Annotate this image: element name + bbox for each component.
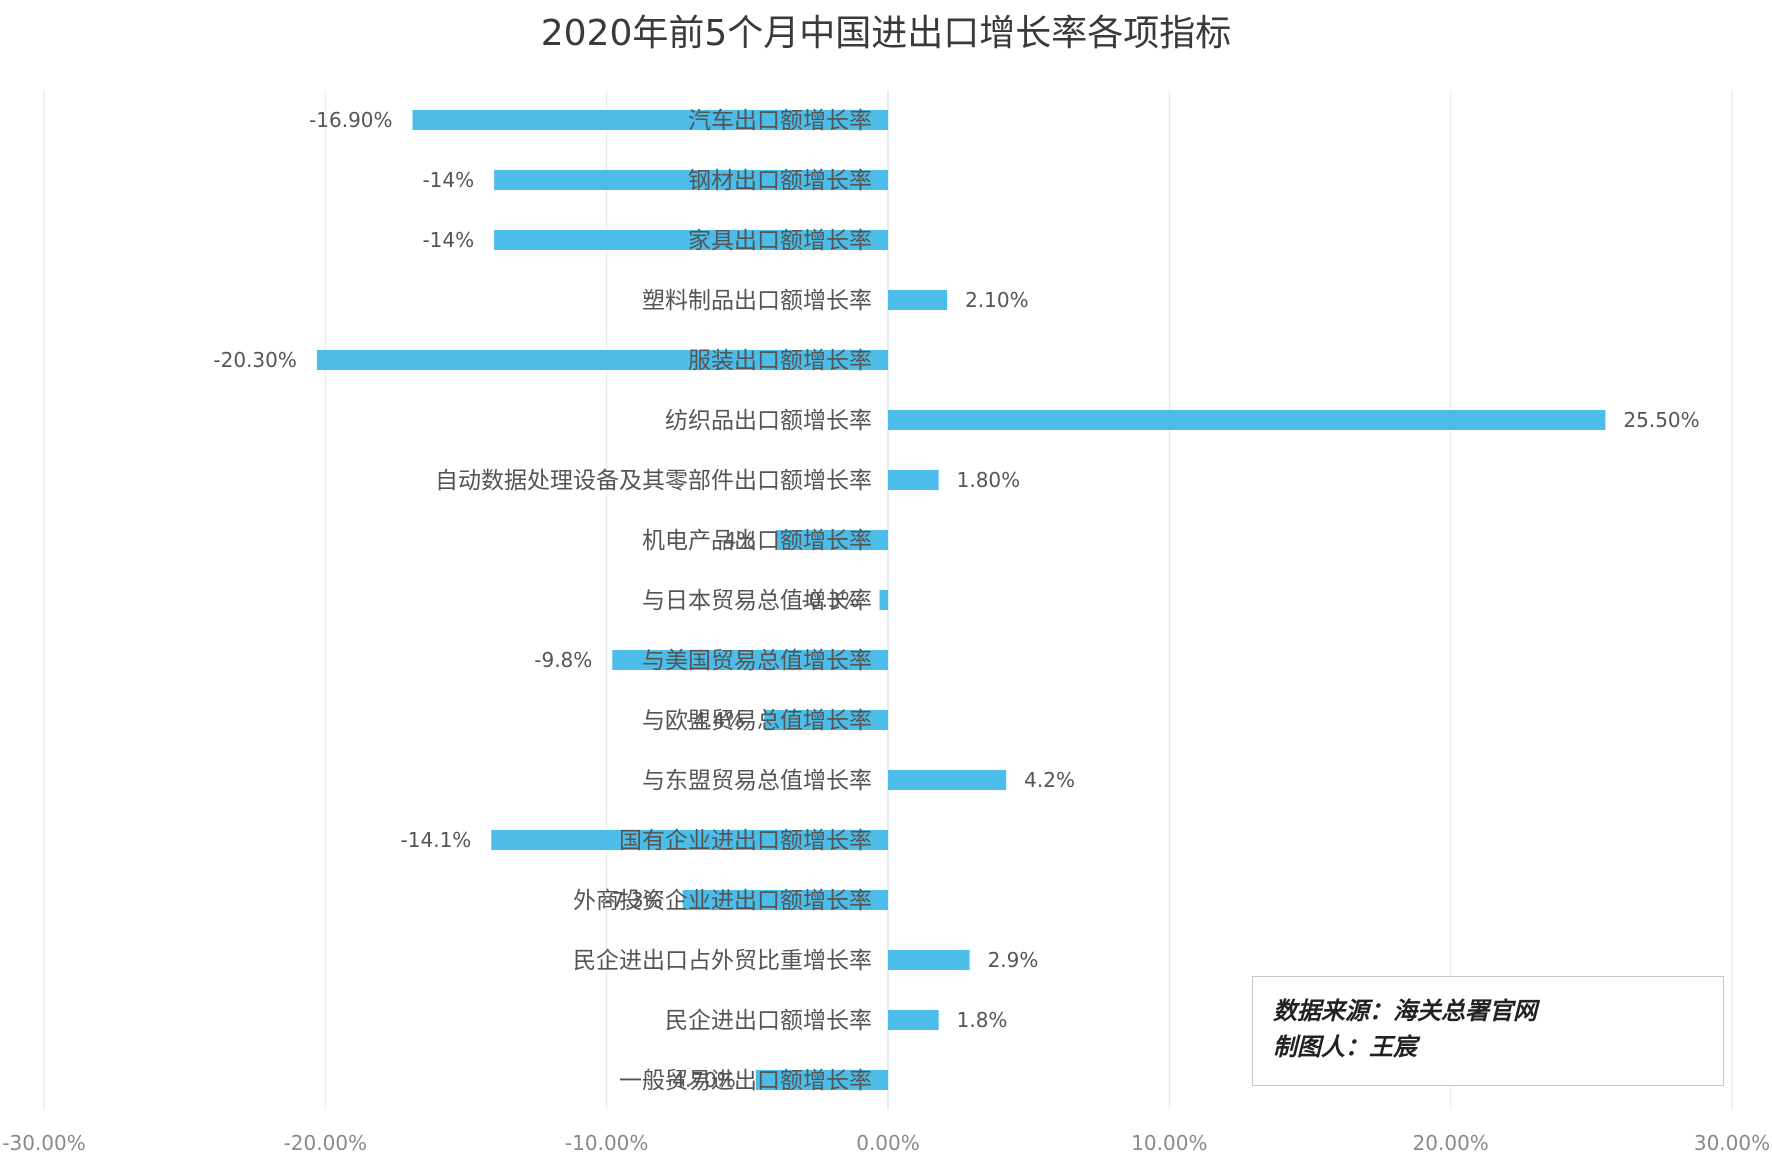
x-tick-label: -20.00%	[284, 1131, 367, 1155]
x-tick-label: -30.00%	[2, 1131, 85, 1155]
bar	[879, 590, 888, 610]
category-label: 外商投资企业进出口额增长率	[573, 888, 872, 914]
bar	[755, 1070, 888, 1090]
data-label: -16.90%	[309, 108, 392, 132]
category-label: 纺织品出口额增长率	[665, 408, 872, 434]
bar	[888, 470, 939, 490]
data-label: -14%	[422, 168, 474, 192]
category-label: 与美国贸易总值增长率	[642, 648, 872, 674]
data-label: -14%	[422, 228, 474, 252]
category-label: 与欧盟贸易总值增长率	[642, 708, 872, 734]
source-note-box: 数据来源：海关总署官网 制图人：王宸	[1252, 976, 1724, 1086]
bar	[491, 830, 888, 850]
data-label: 1.8%	[957, 1008, 1008, 1032]
bar	[888, 1010, 939, 1030]
category-label: 民企进出口占外贸比重增长率	[573, 948, 872, 974]
category-label: 机电产品出口额增长率	[642, 528, 872, 554]
data-label: 2.10%	[965, 288, 1029, 312]
category-label: 与东盟贸易总值增长率	[642, 768, 872, 794]
bar	[888, 410, 1606, 430]
data-label: -4%	[717, 528, 756, 552]
data-label: -4.4%	[686, 708, 744, 732]
category-label: 家具出口额增长率	[688, 228, 872, 254]
category-label: 国有企业进出口额增长率	[619, 828, 872, 854]
category-label: 塑料制品出口额增长率	[642, 288, 872, 314]
data-label: -14.1%	[401, 828, 472, 852]
source-line: 数据来源：海关总署官网	[1273, 996, 1537, 1025]
data-label: 1.80%	[957, 468, 1021, 492]
bar	[494, 230, 888, 250]
bars	[316, 110, 1606, 1090]
bar	[612, 650, 888, 670]
data-label: 4.2%	[1024, 768, 1075, 792]
bar	[775, 530, 888, 550]
category-label: 一般贸易进出口额增长率	[619, 1068, 872, 1094]
bar	[494, 170, 888, 190]
data-label: 2.9%	[988, 948, 1039, 972]
bar	[888, 950, 970, 970]
data-label: -9.8%	[534, 648, 592, 672]
labels: 汽车出口额增长率 -16.90% 钢材出口额增长率 -14% 家具出口额增长率 -14% 塑…	[213, 108, 1699, 1094]
bar	[412, 110, 888, 130]
data-label: -4.70%	[665, 1068, 736, 1092]
chart-title: 2020年前5个月中国进出口增长率各项指标	[540, 13, 1232, 54]
x-tick-label: -10.00%	[565, 1131, 648, 1155]
bar	[682, 890, 888, 910]
bar	[888, 770, 1007, 790]
data-label: 25.50%	[1623, 408, 1699, 432]
category-label: 自动数据处理设备及其零部件出口额增长率	[435, 468, 872, 494]
category-label: 钢材出口额增长率	[688, 168, 872, 194]
x-tick-label: 0.00%	[856, 1131, 920, 1155]
category-label: 与日本贸易总值增长率	[642, 588, 872, 614]
x-axis-ticks: -30.00% -20.00% -10.00% 0.00% 10.00% 20.00% 30…	[2, 1131, 1770, 1155]
x-tick-label: 10.00%	[1131, 1131, 1207, 1155]
bar	[316, 350, 889, 370]
data-label: -7.3%	[605, 888, 663, 912]
category-label: 服装出口额增长率	[688, 348, 872, 374]
category-label: 民企进出口额增长率	[665, 1008, 872, 1034]
x-tick-label: 20.00%	[1413, 1131, 1489, 1155]
x-tick-label: 30.00%	[1694, 1131, 1770, 1155]
bar	[764, 710, 888, 730]
category-label: 汽车出口额增长率	[688, 108, 872, 134]
data-label: -0.3%	[802, 588, 860, 612]
author-line: 制图人：王宸	[1273, 1032, 1417, 1061]
data-label: -20.30%	[213, 348, 296, 372]
grid-lines	[43, 90, 1733, 1110]
bar	[888, 290, 948, 310]
